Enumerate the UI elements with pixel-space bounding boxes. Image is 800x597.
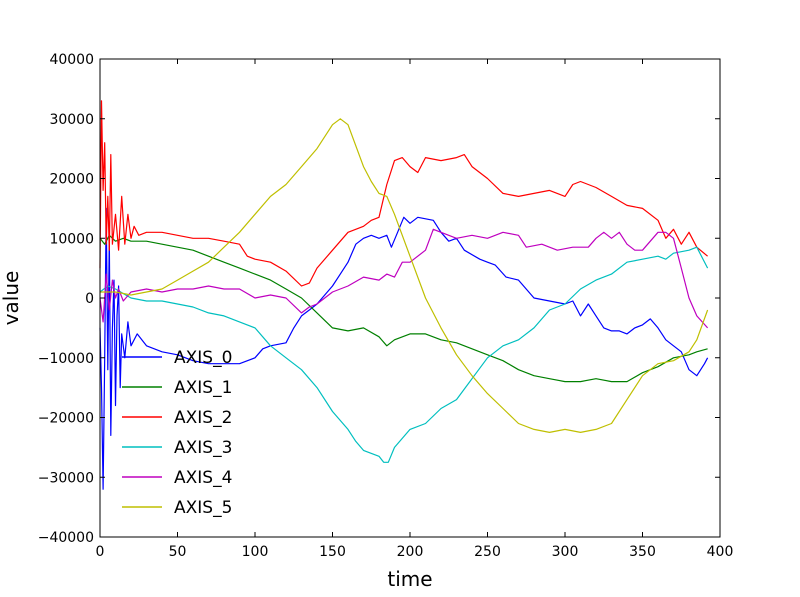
series-line-axis-2: [99, 100, 708, 287]
y-tick-label: 10000: [49, 231, 94, 247]
x-tick-label: 350: [629, 544, 656, 560]
legend: AXIS_0 AXIS_1 AXIS_2 AXIS_3 AXIS_4 AXIS_5: [122, 348, 232, 518]
x-axis-label: time: [387, 567, 432, 591]
y-tick-label: 20000: [49, 172, 94, 188]
x-tick-label: 400: [707, 544, 734, 560]
x-tick-label: 0: [96, 544, 105, 560]
legend-label: AXIS_4: [174, 468, 232, 488]
x-tick-label: 50: [169, 544, 187, 560]
legend-label: AXIS_1: [174, 378, 232, 398]
legend-label: AXIS_2: [174, 408, 232, 428]
x-tick-label: 150: [319, 544, 346, 560]
x-tick-label: 100: [242, 544, 269, 560]
y-tick-label: 40000: [49, 52, 94, 68]
y-axis-label: value: [0, 271, 23, 326]
series-layer: [99, 100, 709, 490]
legend-label: AXIS_3: [174, 438, 232, 458]
y-tick-label: 0: [85, 291, 94, 307]
series-line-axis-1: [99, 234, 708, 383]
y-tick-label: −40000: [38, 530, 94, 546]
ticks-layer: 0 50 100 150 200 250 300 350 400 −40000 −30000 −200…: [38, 52, 734, 560]
series-line-axis-3: [99, 246, 709, 463]
legend-label: AXIS_5: [174, 498, 232, 518]
y-tick-label: −30000: [38, 470, 94, 486]
x-tick-label: 200: [397, 544, 424, 560]
x-tick-label: 250: [474, 544, 501, 560]
legend-label: AXIS_0: [174, 348, 232, 368]
y-tick-label: −10000: [38, 351, 94, 367]
x-tick-label: 300: [552, 544, 579, 560]
y-tick-label: 30000: [49, 112, 94, 128]
series-line-axis-5: [100, 118, 709, 433]
y-tick-label: −20000: [38, 411, 94, 427]
series-line-axis-0: [99, 207, 709, 490]
